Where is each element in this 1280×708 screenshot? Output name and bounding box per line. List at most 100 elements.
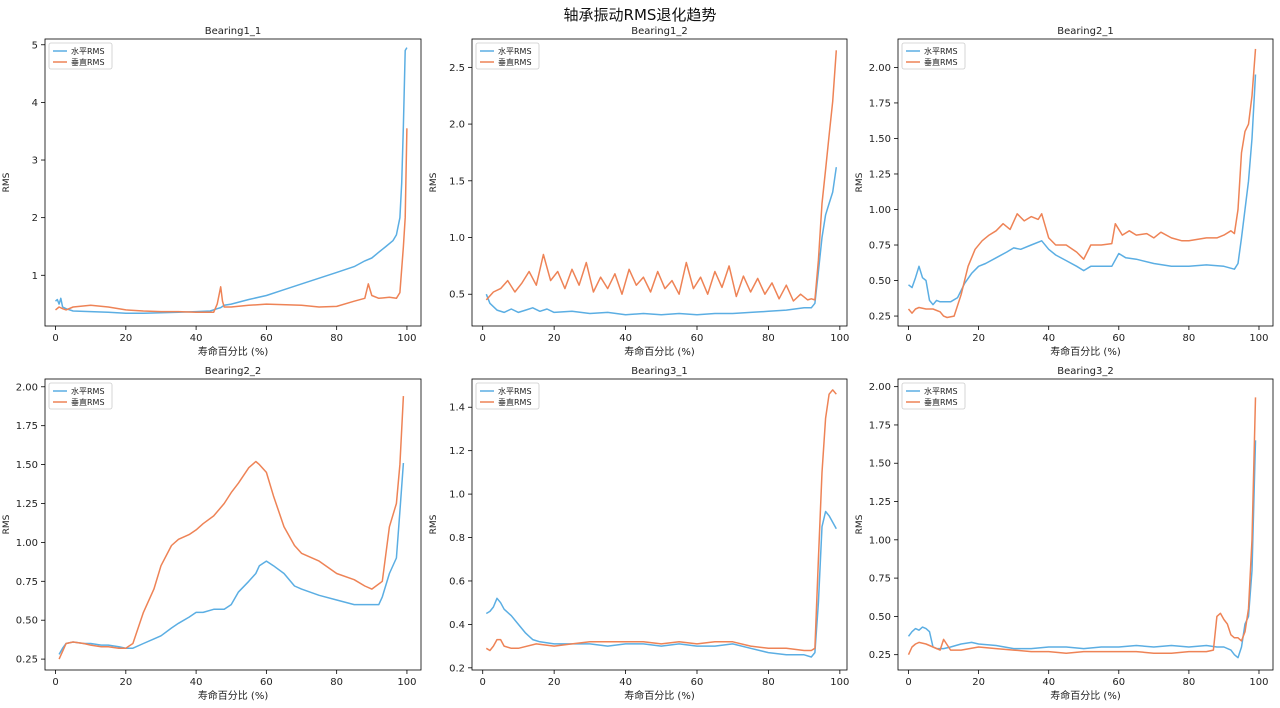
legend-label: 垂直RMS bbox=[71, 57, 105, 67]
y-tick-label: 1.75 bbox=[869, 98, 891, 109]
y-tick-label: 0.75 bbox=[869, 574, 891, 585]
x-axis-label: 寿命百分比 (%) bbox=[624, 345, 695, 358]
y-tick-label: 0.25 bbox=[869, 650, 891, 661]
y-axis-label: RMS bbox=[2, 172, 12, 192]
legend-label: 水平RMS bbox=[71, 386, 105, 396]
series-line-vertical bbox=[58, 396, 405, 660]
series-line-horizontal bbox=[485, 167, 838, 316]
series-line-vertical bbox=[907, 48, 1257, 319]
x-tick-label: 40 bbox=[619, 677, 632, 688]
y-tick-label: 2 bbox=[32, 213, 38, 224]
axes-frame bbox=[897, 378, 1274, 671]
x-tick-label: 20 bbox=[548, 333, 561, 344]
x-tick-label: 20 bbox=[119, 333, 132, 344]
x-tick-label: 80 bbox=[330, 677, 343, 688]
y-tick-label: 1.50 bbox=[16, 460, 38, 471]
x-tick-label: 0 bbox=[480, 333, 486, 344]
series-line-horizontal bbox=[485, 510, 837, 658]
series-line-horizontal bbox=[908, 74, 1257, 306]
y-tick-label: 1.50 bbox=[869, 134, 891, 145]
x-tick-label: 0 bbox=[52, 333, 58, 344]
x-tick-label: 20 bbox=[119, 677, 132, 688]
x-tick-label: 0 bbox=[480, 677, 486, 688]
x-tick-label: 60 bbox=[260, 333, 273, 344]
y-tick-label: 0.75 bbox=[869, 241, 891, 252]
legend-label: 垂直RMS bbox=[924, 57, 958, 67]
y-tick-label: 0.6 bbox=[449, 576, 465, 587]
axes-frame bbox=[44, 38, 422, 327]
y-tick-label: 0.50 bbox=[869, 276, 891, 287]
y-tick-label: 1.75 bbox=[16, 421, 38, 432]
x-tick-label: 0 bbox=[52, 677, 58, 688]
y-tick-label: 1.00 bbox=[16, 538, 38, 549]
x-tick-label: 100 bbox=[397, 333, 416, 344]
subplot-title: Bearing1_2 bbox=[631, 26, 687, 37]
y-tick-label: 3 bbox=[32, 156, 38, 167]
axes-frame bbox=[44, 378, 422, 671]
legend-label: 垂直RMS bbox=[498, 397, 532, 407]
y-tick-label: 1.50 bbox=[869, 459, 891, 470]
y-tick-label: 1.00 bbox=[869, 535, 891, 546]
x-tick-label: 40 bbox=[619, 333, 632, 344]
axes-frame bbox=[471, 378, 848, 671]
x-tick-label: 100 bbox=[397, 677, 416, 688]
x-tick-label: 60 bbox=[1112, 677, 1125, 688]
legend-label: 水平RMS bbox=[498, 46, 532, 56]
subplot-title: Bearing2_1 bbox=[1057, 26, 1113, 37]
y-axis-label: RMS bbox=[2, 514, 12, 534]
legend-label: 水平RMS bbox=[924, 46, 958, 56]
y-tick-label: 1.0 bbox=[449, 490, 465, 501]
legend-label: 水平RMS bbox=[924, 386, 958, 396]
x-tick-label: 40 bbox=[190, 333, 203, 344]
series-line-horizontal bbox=[58, 462, 405, 655]
y-tick-label: 1.00 bbox=[869, 205, 891, 216]
x-tick-label: 20 bbox=[548, 677, 561, 688]
x-tick-label: 100 bbox=[830, 677, 849, 688]
x-tick-label: 100 bbox=[1249, 333, 1268, 344]
y-tick-label: 2.00 bbox=[869, 382, 891, 393]
x-tick-label: 80 bbox=[762, 677, 775, 688]
x-tick-label: 100 bbox=[1249, 677, 1268, 688]
legend-label: 水平RMS bbox=[498, 386, 532, 396]
y-tick-label: 2.0 bbox=[449, 120, 465, 131]
x-tick-label: 40 bbox=[190, 677, 203, 688]
legend-label: 垂直RMS bbox=[924, 397, 958, 407]
series-line-vertical bbox=[485, 389, 837, 652]
x-tick-label: 80 bbox=[1183, 677, 1196, 688]
y-tick-label: 0.25 bbox=[16, 655, 38, 666]
y-tick-label: 0.75 bbox=[16, 577, 38, 588]
x-tick-label: 0 bbox=[905, 677, 911, 688]
subplot-title: Bearing2_2 bbox=[205, 366, 261, 377]
legend-label: 水平RMS bbox=[71, 46, 105, 56]
axes-frame bbox=[897, 38, 1274, 327]
y-axis-label: RMS bbox=[855, 514, 865, 534]
x-tick-label: 40 bbox=[1042, 677, 1055, 688]
subplot-title: Bearing3_1 bbox=[631, 366, 687, 377]
series-line-horizontal bbox=[907, 440, 1257, 659]
series-line-vertical bbox=[485, 50, 838, 302]
subplot-title: Bearing3_2 bbox=[1057, 366, 1113, 377]
y-tick-label: 0.25 bbox=[869, 312, 891, 323]
subplot-title: Bearing1_1 bbox=[205, 26, 261, 37]
subplot-3: 0 20 40 60 80 100 0.25 0.50 0.75 1.00 1.25 1.50 1.75… bbox=[855, 26, 1274, 358]
y-tick-label: 1.2 bbox=[449, 446, 465, 457]
x-tick-label: 60 bbox=[260, 677, 273, 688]
subplot-1: 0 20 40 60 80 100 1 2 3 4 5 Bearing1_1 寿命百分比 (%) RMS 水… bbox=[2, 26, 422, 358]
x-tick-label: 60 bbox=[1112, 333, 1125, 344]
subplot-6: 0 20 40 60 80 100 0.25 0.50 0.75 1.00 1.25 1.50 1.75… bbox=[855, 366, 1274, 702]
y-tick-label: 1.0 bbox=[449, 233, 465, 244]
series-line-vertical bbox=[55, 128, 408, 313]
y-tick-label: 2.5 bbox=[449, 63, 465, 74]
subplot-2: 0 20 40 60 80 100 0.5 1.0 1.5 2.0 2.5 Bearing1_2 寿命百… bbox=[429, 26, 849, 358]
x-tick-label: 80 bbox=[330, 333, 343, 344]
legend-label: 垂直RMS bbox=[71, 397, 105, 407]
y-tick-label: 1.75 bbox=[869, 420, 891, 431]
y-axis-label: RMS bbox=[429, 172, 439, 192]
y-tick-label: 0.50 bbox=[16, 616, 38, 627]
